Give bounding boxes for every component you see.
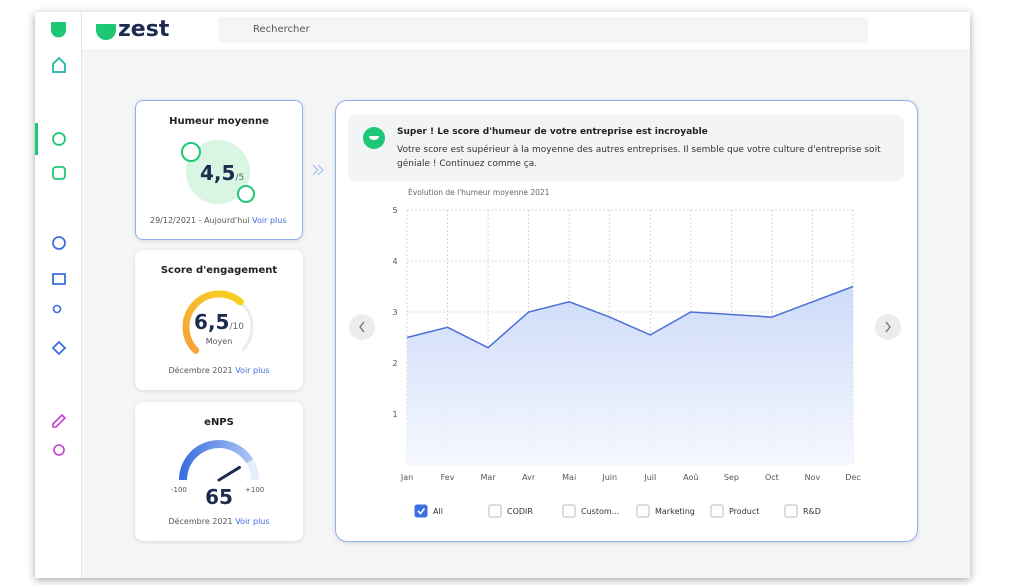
card-footer: Décembre 2021 Voir plus [135,366,303,375]
enps-gauge [179,440,259,482]
y-tick-label: 1 [392,410,397,419]
score: 6,5 [194,310,230,334]
x-tick-label: Juil [643,473,656,482]
enps-max: +100 [245,486,265,494]
filter-checkbox[interactable] [414,504,428,518]
enps-min: -100 [171,486,187,494]
chart-title: Évolution de l'humeur moyenne 2021 [408,188,550,197]
filter-checkbox[interactable] [710,504,724,518]
filter-checkbox[interactable] [784,504,798,518]
sidebar [35,12,82,578]
prev-arrow [359,321,365,333]
series-line [406,285,854,349]
score: 4,5 [200,161,236,185]
chevrons [312,164,324,176]
card-title: Score d'engagement [160,265,278,276]
team-icon[interactable] [52,304,62,314]
level: Moyen [205,337,233,346]
link[interactable]: Voir plus [235,366,270,375]
date: 29/12/2021 - Aujourd'hui [150,216,250,225]
filter-label: Custom... [581,507,619,516]
mood-visual [181,140,255,204]
link[interactable]: Voir plus [252,216,287,225]
mood-score: 4,5/5 [200,161,244,185]
gauge-value [182,290,244,354]
next-arrow [885,321,891,333]
enps-score: 65 [205,485,233,509]
x-tick-label: Sep [724,473,739,482]
filter-checkbox[interactable] [636,504,650,518]
y-tick-label: 3 [392,308,397,317]
banner-title: Super ! Le score d'humeur de votre entre… [397,127,708,137]
banner-icon [363,127,385,149]
banner-text: Votre score est supérieur à la moyenne d… [397,145,881,169]
card-title: eNPS [204,417,234,428]
check-icon[interactable] [52,166,66,180]
x-tick-label: Jan [400,473,413,482]
topbar: zest Rechercher [82,12,970,51]
date: Décembre 2021 [168,517,233,526]
filter-checkbox[interactable] [488,504,502,518]
filter-checkbox[interactable] [562,504,576,518]
logo-icon[interactable] [51,22,66,38]
x-tick-label: Nov [805,473,821,482]
x-tick-label: Dec [845,473,860,482]
filter-label: CODIR [507,507,533,516]
mood-icon[interactable] [52,132,66,146]
area-fill [407,286,853,465]
link[interactable]: Voir plus [235,517,270,526]
engagement-card[interactable]: Score d'engagement 6,5/10 Moyen Décembre… [135,250,303,390]
x-tick-label: Mar [481,473,497,482]
banner: Super ! Le score d'humeur de votre entre… [348,115,904,181]
network-icon[interactable] [51,340,67,356]
x-tick-label: Aoû [683,473,698,482]
x-tick-label: Mai [562,473,576,482]
x-tick-label: Avr [522,473,536,482]
y-tick-label: 4 [392,257,397,266]
card-title: Humeur moyenne [169,116,269,127]
edit-icon[interactable] [52,413,67,428]
puzzle-icon[interactable] [52,273,66,285]
logo-text: zest [118,17,170,42]
x-tick-label: Juin [601,473,617,482]
date: Décembre 2021 [168,366,233,375]
y-tick-label: 2 [392,359,397,368]
engagement-gauge [182,290,254,354]
gauge-needle [217,465,241,482]
mood-card[interactable]: Humeur moyenne 4,5/5 29/12/2021 - Aujour… [135,100,303,240]
y-tick-label: 5 [392,206,397,215]
search-box[interactable]: Rechercher [218,17,868,43]
gauge-value [179,440,254,481]
search-placeholder: Rechercher [253,24,310,35]
target-icon[interactable] [52,236,66,250]
filter-label: All [433,507,443,516]
x-tick-label: Oct [765,473,779,482]
engagement-score: 6,5/10 [135,310,303,334]
filter-label: Marketing [655,507,695,516]
logo-mark [96,24,116,40]
sidebar-icons [35,22,67,456]
score-max: /5 [235,173,245,183]
score-max: /10 [229,322,244,332]
card-footer: 29/12/2021 - Aujourd'hui Voir plus [150,216,287,225]
filter-label: R&D [803,507,821,516]
enps-card[interactable]: eNPS 65 -100 +100 Décembre 2021 Voir plu… [135,402,303,541]
x-tick-label: Fev [441,473,455,482]
active-marker [35,123,38,155]
idea-icon[interactable] [53,444,65,456]
filter-label: Product [729,507,759,516]
next-button[interactable] [875,314,901,340]
prev-button[interactable] [349,314,375,340]
check-mark [417,508,426,515]
home-icon[interactable] [52,56,66,73]
card-footer: Décembre 2021 Voir plus [135,517,303,526]
